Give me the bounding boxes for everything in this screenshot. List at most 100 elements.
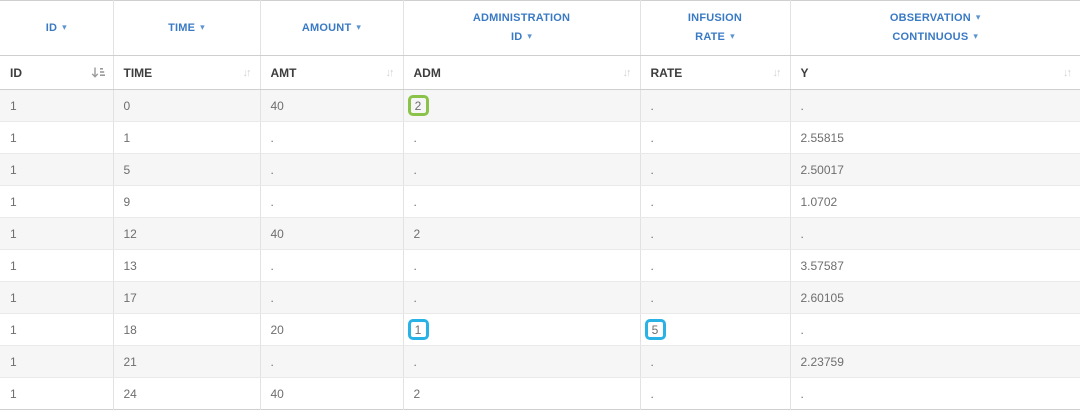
sort-arrows-icon: ↓↑ — [1063, 66, 1072, 79]
cell-id: 1 — [0, 121, 113, 154]
cell-y: 2.50017 — [789, 153, 1080, 186]
cell-y: 2.60105 — [789, 281, 1080, 314]
table-row[interactable]: 1 5... 2.50017 — [0, 153, 1080, 186]
table-row[interactable]: 1 0 40 2.. — [0, 89, 1080, 122]
table-row[interactable]: 1 13... 3.57587 — [0, 249, 1080, 282]
cell-adm: . — [402, 121, 640, 154]
cell-amt: 40 — [259, 217, 403, 250]
column-type-dropdown-observation-continuous[interactable]: OBSERVATION ▾ CONTINUOUS ▾ — [789, 0, 1080, 56]
column-label: ADM — [413, 65, 441, 80]
cell-adm: 2 — [402, 89, 640, 122]
cell-time: 21 — [112, 345, 260, 378]
sort-header-id[interactable]: ID — [0, 55, 113, 90]
cell-time: 9 — [112, 185, 260, 218]
table-row[interactable]: 1 24 40 2.. — [0, 377, 1080, 410]
cell-rate: . — [639, 281, 790, 314]
sort-arrows-icon: ↓↑ — [622, 66, 632, 79]
cell-rate: . — [639, 345, 790, 378]
cell-rate: . — [639, 377, 790, 410]
table-row[interactable]: 1 1... 2.55815 — [0, 121, 1080, 154]
dropdown-label: CONTINUOUS — [892, 31, 969, 43]
column-type-dropdown-administration-id[interactable]: ADMINISTRATION ID ▾ — [402, 0, 640, 56]
cell-time: 17 — [112, 281, 260, 314]
chevron-down-icon: ▾ — [973, 31, 979, 41]
cell-y: 2.55815 — [789, 121, 1080, 154]
cell-id: 1 — [0, 153, 113, 186]
table-row[interactable]: 1 18 20 1 5. — [0, 313, 1080, 346]
sort-arrows-icon: ↓↑ — [242, 66, 252, 79]
table-row[interactable]: 1 12 40 2.. — [0, 217, 1080, 250]
cell-y: 1.0702 — [789, 185, 1080, 218]
dropdown-label: ID — [510, 31, 523, 43]
cell-adm: 2 — [402, 377, 640, 410]
column-type-header-row: ID ▾ TIME ▾ AMOUNT ▾ ADMINISTRATION ID ▾ INF… — [0, 0, 1080, 56]
cell-amt: . — [259, 345, 403, 378]
sort-header-time[interactable]: TIME ↓↑ — [112, 55, 260, 90]
highlight-blue-box: 5 — [644, 319, 666, 340]
column-type-dropdown-time[interactable]: TIME ▾ — [112, 0, 260, 56]
sort-header-rate[interactable]: RATE ↓↑ — [639, 55, 790, 90]
cell-id: 1 — [0, 185, 113, 218]
column-type-dropdown-infusion-rate[interactable]: INFUSION RATE ▾ — [639, 0, 790, 56]
chevron-down-icon: ▾ — [356, 21, 362, 32]
cell-rate: . — [639, 121, 790, 154]
cell-id: 1 — [0, 281, 113, 314]
cell-time: 1 — [112, 121, 260, 154]
sort-header-adm[interactable]: ADM ↓↑ — [402, 55, 640, 90]
cell-time: 18 — [112, 313, 260, 346]
column-label: ID — [10, 65, 22, 80]
cell-amt: 20 — [259, 313, 403, 346]
cell-id: 1 — [0, 313, 113, 346]
sort-header-y[interactable]: Y ↓↑ — [789, 55, 1080, 90]
cell-amt: 40 — [259, 89, 403, 122]
cell-rate: . — [639, 185, 790, 218]
cell-adm: 1 — [402, 313, 640, 346]
cell-rate: . — [639, 249, 790, 282]
cell-amt: . — [259, 121, 403, 154]
cell-adm: . — [402, 185, 640, 218]
cell-adm: 2 — [402, 217, 640, 250]
cell-time: 0 — [112, 89, 260, 122]
cell-time: 5 — [112, 153, 260, 186]
cell-y: 3.57587 — [789, 249, 1080, 282]
column-label: AMT — [270, 65, 297, 80]
table-row[interactable]: 1 17... 2.60105 — [0, 281, 1080, 314]
chevron-down-icon: ▾ — [730, 31, 735, 41]
highlight-green-box: 2 — [407, 95, 429, 116]
table-body: 1 0 40 2.. 1 1... 2.55815 1 5... 2.50017 1 9... 1.07… — [0, 89, 1080, 410]
dropdown-label: RATE — [695, 31, 726, 43]
cell-adm: . — [402, 281, 640, 314]
sort-arrows-icon: ↓↑ — [385, 66, 395, 79]
cell-time: 13 — [112, 249, 260, 282]
cell-y: . — [789, 313, 1080, 346]
dropdown-label: AMOUNT — [301, 21, 352, 34]
sort-header-amt[interactable]: AMT ↓↑ — [259, 55, 403, 90]
chevron-down-icon: ▾ — [200, 21, 205, 32]
cell-rate: . — [639, 217, 790, 250]
cell-y: . — [789, 377, 1080, 410]
sort-amount-asc-icon — [91, 67, 105, 78]
table-row[interactable]: 1 21... 2.23759 — [0, 345, 1080, 378]
sort-arrows-icon: ↓↑ — [772, 66, 782, 79]
dropdown-label: TIME — [168, 21, 196, 34]
cell-time: 24 — [112, 377, 260, 410]
cell-id: 1 — [0, 249, 113, 282]
cell-id: 1 — [0, 89, 113, 122]
column-type-dropdown-amount[interactable]: AMOUNT ▾ — [259, 0, 403, 56]
dropdown-label: OBSERVATION — [889, 12, 971, 24]
cell-id: 1 — [0, 377, 113, 410]
cell-amt: . — [259, 153, 403, 186]
cell-amt: . — [259, 185, 403, 218]
cell-adm: . — [402, 249, 640, 282]
column-label: RATE — [650, 65, 683, 80]
cell-y: 2.23759 — [789, 345, 1080, 378]
cell-amt: . — [259, 249, 403, 282]
highlight-blue-box: 1 — [407, 319, 429, 340]
dropdown-label: ID — [45, 21, 58, 34]
cell-amt: . — [259, 281, 403, 314]
table-row[interactable]: 1 9... 1.0702 — [0, 185, 1080, 218]
column-type-dropdown-id[interactable]: ID ▾ — [0, 0, 113, 56]
cell-y: . — [789, 217, 1080, 250]
column-label: TIME — [123, 65, 153, 80]
